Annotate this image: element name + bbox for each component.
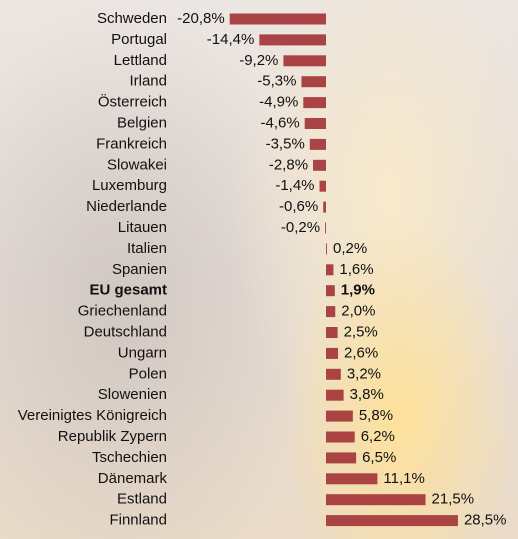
category-label: Luxemburg [92,177,167,194]
value-label: -2,8% [269,156,308,173]
value-label: 0,2% [333,240,367,257]
bar [259,34,326,46]
value-label: 3,8% [350,386,384,403]
value-label: -0,2% [281,219,320,236]
category-label: Belgien [117,114,167,131]
category-label: Österreich [98,93,167,111]
category-label: Italien [127,240,167,257]
bar [229,13,326,25]
category-label: Niederlande [86,198,167,215]
category-label: Lettland [114,52,167,69]
bar [323,201,326,213]
value-label: -3,5% [266,135,305,152]
value-label: 11,1% [383,470,424,487]
value-label: 1,6% [339,261,373,278]
bar [326,264,334,276]
value-label: 2,5% [344,323,378,340]
category-label: Vereinigtes Königreich [18,407,167,424]
bar [326,368,341,380]
bar [326,431,355,443]
category-label: Irland [129,73,167,90]
category-label: Spanien [112,261,167,278]
value-label: -4,6% [261,114,300,131]
value-label: 3,2% [347,365,381,382]
category-label: Schweden [97,10,167,27]
category-label: EU gesamt [89,282,167,299]
bar [304,118,326,129]
bar [326,285,335,297]
bar [326,452,357,464]
category-label: Tschechien [92,449,167,466]
bar [326,327,338,338]
value-label: -0,6% [279,198,318,215]
category-label: Ungarn [118,344,167,361]
bar [326,494,426,506]
value-label: -9,2% [239,52,278,69]
category-label: Republik Zypern [58,428,167,445]
value-label: 2,6% [344,344,378,361]
category-label: Frankreich [96,135,167,152]
bar [326,389,344,401]
category-label: Slowakei [107,156,167,173]
bar [326,515,458,527]
value-label: -4,9% [259,94,298,111]
bar [319,180,326,192]
bar [326,473,378,485]
bar [309,138,326,150]
bar [326,243,327,255]
category-label: Dänemark [98,470,168,487]
bar [325,222,326,234]
value-label: 28,5% [464,512,507,529]
category-label: Polen [129,365,167,382]
value-label: 21,5% [432,491,475,508]
category-label: Deutschland [84,323,167,340]
category-label: Slowenien [98,386,167,403]
value-label: 1,9% [341,282,375,299]
value-label: -5,3% [257,73,296,90]
bar [313,159,326,171]
bar [326,410,353,422]
bar [283,55,326,67]
bar [301,76,326,88]
category-label: Portugal [111,31,167,48]
value-label: -14,4% [207,31,255,48]
value-label: 5,8% [359,407,393,424]
value-label: -1,4% [275,177,314,194]
category-label: Litauen [118,219,167,236]
value-label: 2,0% [341,303,375,320]
bar [326,306,336,318]
category-label: Finnland [109,512,167,529]
bar [303,97,326,109]
value-label: 6,5% [362,449,396,466]
category-label: Estland [117,491,167,508]
bar [326,347,339,359]
value-label: 6,2% [361,428,395,445]
category-label: Griechenland [78,303,167,320]
value-label: -20,8% [177,10,225,27]
